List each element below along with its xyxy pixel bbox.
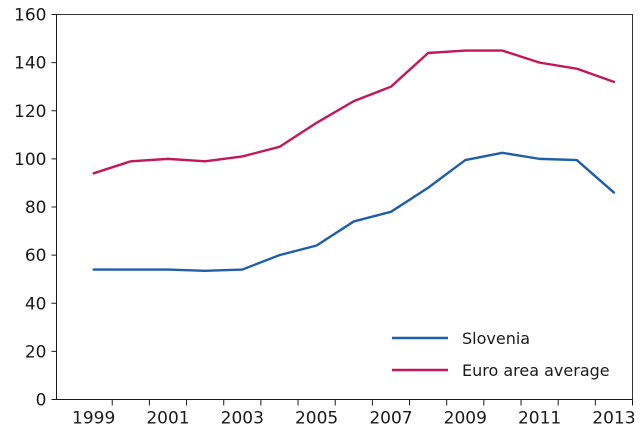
x-tick-label: 2005 bbox=[295, 409, 338, 428]
y-tick-label: 60 bbox=[25, 246, 47, 266]
x-tick-label: 2009 bbox=[444, 409, 487, 428]
legend-label: Euro area average bbox=[462, 361, 610, 380]
x-tick-label: 2007 bbox=[369, 409, 412, 428]
legend: Slovenia Euro area average bbox=[392, 329, 610, 380]
legend-label: Slovenia bbox=[462, 329, 530, 348]
x-axis-ticks: 1999 2001 2003 2005 2007 2009 2011 2013 bbox=[72, 399, 636, 428]
y-axis-ticks: 0 20 40 60 80 100 120 140 160 bbox=[14, 6, 57, 411]
x-tick-label: 2003 bbox=[221, 409, 264, 428]
y-tick-label: 120 bbox=[14, 102, 46, 122]
y-tick-label: 0 bbox=[36, 391, 47, 411]
y-tick-label: 80 bbox=[25, 198, 47, 218]
x-tick-label: 2011 bbox=[518, 409, 561, 428]
y-tick-label: 160 bbox=[14, 6, 46, 26]
x-tick-label: 2013 bbox=[592, 409, 635, 428]
y-tick-label: 40 bbox=[25, 294, 47, 314]
plot-frame bbox=[56, 14, 633, 400]
x-tick-label: 1999 bbox=[72, 409, 115, 428]
series-line-euro-area-average bbox=[92, 49, 616, 175]
series-layer bbox=[92, 49, 616, 272]
y-tick-label: 140 bbox=[14, 54, 46, 74]
y-tick-label: 20 bbox=[25, 342, 47, 362]
x-tick-label: 2001 bbox=[146, 409, 189, 428]
y-tick-label: 100 bbox=[14, 150, 46, 170]
series-line-slovenia bbox=[92, 151, 616, 272]
